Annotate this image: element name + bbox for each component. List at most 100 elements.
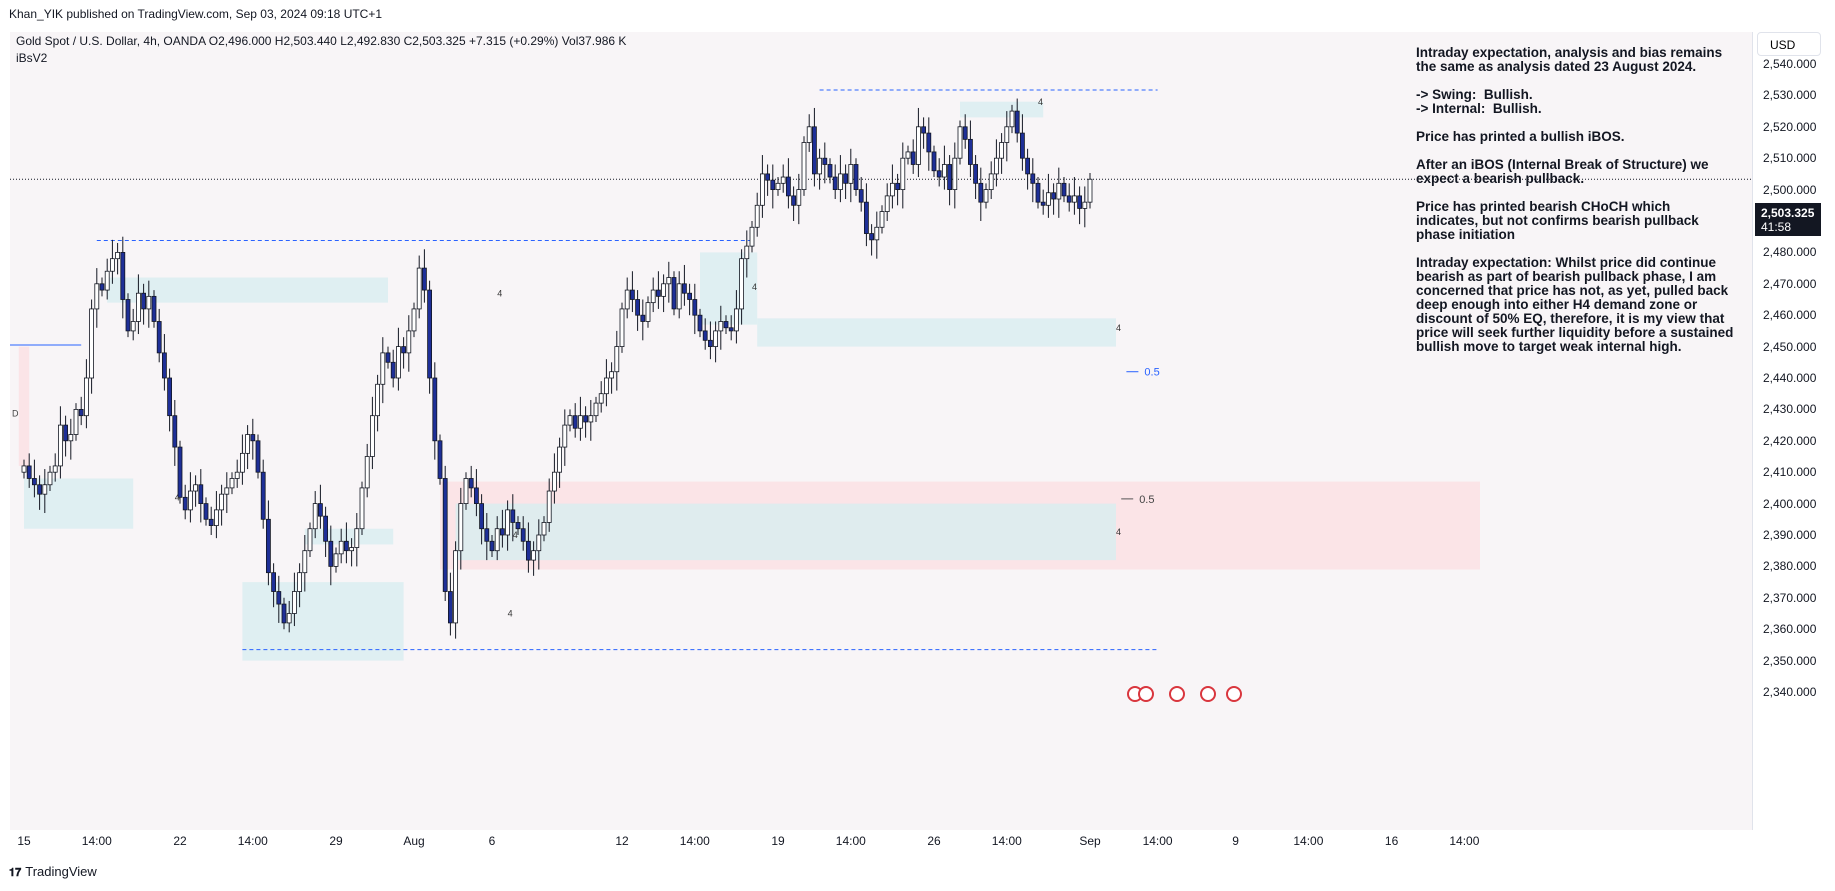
zone-strength-label: 4 (497, 288, 502, 298)
candle-bullish (879, 211, 885, 228)
candle-bearish (895, 182, 900, 191)
candle-bearish (973, 164, 978, 184)
candle-bearish (864, 201, 869, 234)
candle-bearish (640, 314, 646, 322)
candle-bearish (656, 289, 661, 297)
publisher-line: Khan_YIK published on TradingView.com, S… (9, 7, 383, 21)
candle-bearish (167, 377, 173, 417)
candle-bullish (994, 157, 999, 175)
candle-bullish (21, 465, 27, 473)
candle-bearish (936, 170, 942, 178)
candle-bullish (307, 528, 313, 552)
candle-bearish (281, 603, 287, 624)
candle-bearish (271, 572, 277, 592)
candle-bearish (832, 176, 838, 190)
candle-bullish (297, 572, 303, 592)
price-tick-label: 2,430.000 (1763, 402, 1817, 417)
candle-bullish (312, 503, 318, 530)
zone-strength-label: 4 (1038, 97, 1043, 107)
candle-bullish (734, 308, 739, 332)
candle-bullish (375, 383, 381, 417)
analysis-note: Intraday expectation, analysis and bias … (1416, 46, 1734, 368)
candle-bullish (229, 478, 235, 489)
candle-bullish (562, 424, 568, 448)
candle-bearish (1014, 110, 1020, 134)
time-tick-label: 26 (927, 834, 941, 848)
candle-bullish (89, 308, 94, 379)
demand-zone (757, 318, 1116, 347)
analysis-paragraph: Intraday expectation, analysis and bias … (1416, 45, 1726, 74)
price-chart[interactable]: 0.5 0.5 D 4 4 4 4 4 4 4 4 (10, 32, 1752, 830)
candle-bullish (713, 330, 718, 347)
analysis-paragraph: Intraday expectation: Whilst price did c… (1416, 255, 1734, 354)
candle-bearish (177, 446, 183, 498)
candle-bearish (812, 126, 817, 175)
candle-bearish (265, 518, 271, 574)
candle-bearish (1051, 192, 1056, 200)
candle-bullish (890, 182, 895, 197)
footer-brand[interactable]: 𝟏𝟕 TradingView (9, 864, 97, 880)
current-price-tag: 2,503.325 41:58 (1755, 203, 1821, 236)
candle-bullish (848, 164, 854, 184)
economic-event-icon (1138, 686, 1154, 702)
candle-bearish (437, 440, 443, 479)
candle-bearish (978, 182, 984, 203)
candle-bullish (666, 277, 672, 285)
price-tick-label: 2,470.000 (1763, 276, 1817, 291)
candle-bearish (770, 179, 776, 190)
candle-bearish (708, 339, 713, 348)
time-tick-label: 14:00 (1142, 834, 1173, 848)
candle-bullish (739, 258, 744, 310)
candle-bullish (302, 550, 308, 574)
candle-bullish (645, 302, 651, 322)
symbol-ohlc-line[interactable]: Gold Spot / U.S. Dollar, 4h, OANDA O2,49… (16, 34, 627, 48)
candle-bullish (952, 157, 958, 190)
indicator-name[interactable]: iBsV2 (16, 51, 48, 65)
demand-zone (455, 503, 1117, 561)
candle-bullish (364, 456, 370, 489)
candle-bullish (838, 173, 843, 190)
candle-bearish (421, 267, 427, 291)
economic-event-icon (1200, 686, 1216, 702)
candle-bullish (916, 126, 921, 165)
candle-bullish (146, 295, 152, 310)
candle-bullish (801, 142, 807, 190)
time-axis[interactable]: 15 14:00 22 14:00 29 Aug 6 12 14:00 19 14:00 26 14:0… (10, 830, 1752, 852)
brand-name: TradingView (25, 864, 97, 879)
candle-bullish (110, 258, 115, 272)
candle-bullish (957, 126, 963, 159)
candle-bullish (796, 189, 802, 206)
zone-strength-label: 4 (1116, 527, 1121, 537)
candle-bearish (172, 415, 178, 448)
candle-bearish (1035, 182, 1041, 203)
candle-bearish (786, 176, 791, 197)
candle-bearish (31, 478, 37, 486)
price-tick-label: 2,460.000 (1763, 308, 1817, 323)
candle-bullish (661, 283, 666, 297)
candle-bearish (78, 408, 84, 417)
time-tick-label: Sep (1079, 834, 1101, 848)
chart-plot-area[interactable]: 0.5 0.5 D 4 4 4 4 4 4 4 4 (10, 32, 1752, 830)
candle-bullish (604, 377, 609, 395)
candle-bearish (203, 503, 209, 520)
candle-bearish (198, 484, 204, 505)
time-tick-label: Aug (403, 834, 425, 848)
demand-zone (960, 101, 1044, 118)
price-tick-label: 2,380.000 (1763, 559, 1817, 574)
time-tick-label: 22 (173, 834, 187, 848)
candle-bullish (411, 308, 417, 332)
time-tick-label: 6 (488, 834, 496, 848)
candle-bearish (858, 189, 864, 203)
candle-bearish (910, 151, 916, 165)
candle-bearish (125, 299, 131, 332)
time-tick-label: 14:00 (991, 834, 1022, 848)
analysis-paragraph: Price has printed a bullish iBOS. (1416, 129, 1625, 144)
time-tick-label: 14:00 (679, 834, 710, 848)
candle-bearish (843, 173, 848, 184)
currency-selector[interactable]: USD (1757, 32, 1821, 56)
candle-bullish (239, 452, 245, 473)
candle-bullish (754, 204, 760, 228)
price-axis[interactable]: 2,340.000 2,350.000 2,360.000 2,370.000 2,38… (1752, 32, 1835, 830)
candle-bullish (983, 189, 989, 203)
candle-bearish (869, 233, 874, 241)
